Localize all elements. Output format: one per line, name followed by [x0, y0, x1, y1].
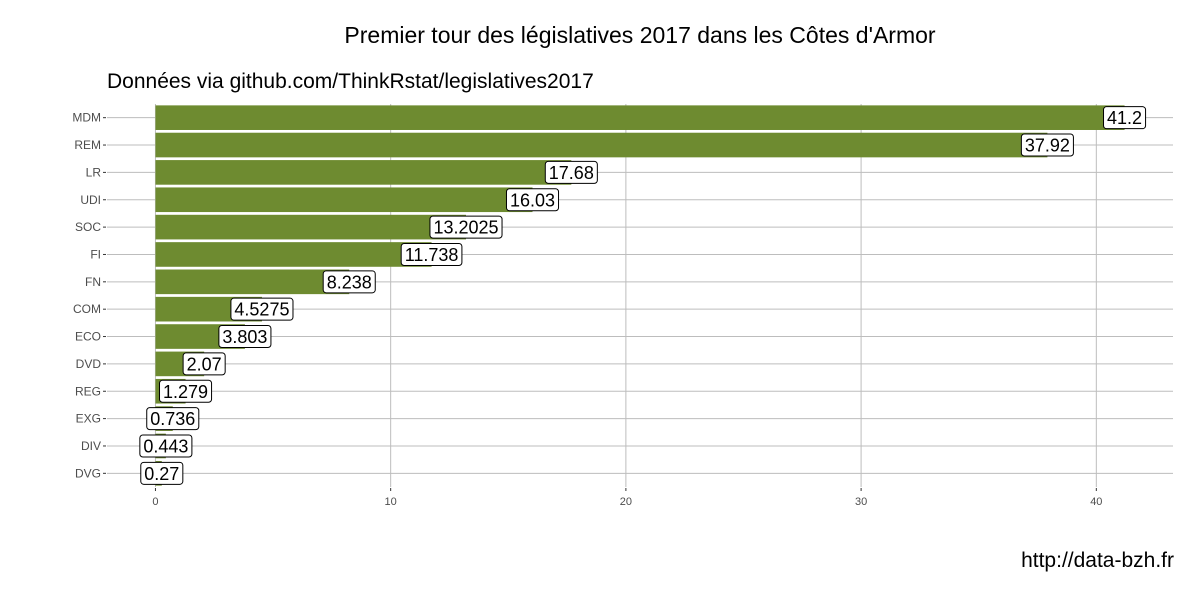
x-tick-label: 20 [620, 496, 632, 508]
category-axis: MDM REM LR UDI SOC FI FN COM ECO DVD REG EXG DIV DVG [72, 111, 106, 480]
data-label-group: 41.2 [1103, 106, 1147, 130]
x-tick-label: 30 [855, 496, 867, 508]
data-label: 2.07 [187, 354, 222, 374]
data-label-box [230, 297, 294, 321]
data-label-group: 16.03 [505, 188, 560, 212]
data-label-box [218, 325, 272, 349]
data-label: 1.279 [163, 382, 208, 402]
bar [155, 242, 432, 267]
data-label-box [322, 270, 376, 294]
data-label-box [139, 434, 193, 458]
data-labels: 41.2 37.92 17.68 16.03 13.2025 11.738 8.238 4.5… [139, 106, 1147, 485]
data-label-box [400, 242, 463, 266]
data-label-box [505, 188, 560, 212]
bar [155, 105, 1125, 130]
bar [155, 214, 466, 240]
data-label-group: 0.443 [139, 434, 193, 458]
data-label: 8.238 [327, 272, 372, 292]
category-label: ECO [75, 330, 101, 344]
data-label: 0.736 [150, 409, 195, 429]
data-label-group: 4.5275 [230, 297, 294, 321]
x-tick-label: 0 [152, 496, 158, 508]
x-axis: 0 10 20 30 40 [152, 488, 1102, 508]
data-label: 16.03 [510, 190, 555, 210]
category-label: REM [74, 138, 101, 152]
category-label: FI [90, 247, 101, 261]
data-label: 17.68 [549, 163, 594, 183]
data-label: 37.92 [1025, 136, 1070, 156]
data-label-group: 0.27 [140, 461, 184, 485]
data-label: 0.27 [144, 464, 179, 484]
bar [155, 187, 533, 213]
x-tick-label: 40 [1090, 496, 1102, 508]
category-label: EXG [76, 412, 101, 426]
category-label: UDI [80, 193, 101, 207]
bar [155, 132, 1048, 158]
bars [155, 105, 1125, 486]
data-label-box [429, 215, 503, 239]
category-label: REG [75, 384, 101, 398]
chart-caption: http://data-bzh.fr [1021, 549, 1174, 572]
data-label: 13.2025 [433, 218, 498, 238]
data-label-group: 11.738 [400, 242, 463, 266]
data-label-group: 37.92 [1020, 133, 1074, 157]
data-label-box [544, 160, 598, 184]
data-label: 3.803 [222, 327, 267, 347]
bar [155, 269, 350, 295]
data-label: 4.5275 [234, 300, 289, 320]
chart-subtitle: Données via github.com/ThinkRstat/legisl… [107, 70, 594, 93]
data-label-box [182, 352, 226, 376]
data-label-box [1020, 133, 1074, 157]
data-label: 0.443 [143, 436, 188, 456]
category-label: LR [86, 165, 102, 179]
category-label: SOC [75, 220, 101, 234]
category-label: DVG [75, 466, 101, 480]
data-label-box [146, 407, 200, 431]
data-label-box [140, 461, 184, 485]
data-label-box [1103, 106, 1147, 130]
data-label-group: 3.803 [218, 325, 272, 349]
data-label-group: 2.07 [182, 352, 226, 376]
category-label: DIV [81, 439, 101, 453]
data-label-group: 17.68 [544, 160, 598, 184]
category-label: COM [73, 302, 101, 316]
data-label: 11.738 [405, 245, 459, 265]
category-label: DVD [76, 357, 102, 371]
chart-title: Premier tour des législatives 2017 dans … [344, 22, 936, 48]
data-label-group: 8.238 [322, 270, 376, 294]
data-label-group: 13.2025 [429, 215, 503, 239]
data-label-box [159, 379, 213, 403]
category-label: MDM [72, 111, 101, 125]
data-label-group: 1.279 [159, 379, 213, 403]
data-label: 41.2 [1107, 108, 1142, 128]
x-tick-label: 10 [385, 496, 397, 508]
bar [155, 160, 572, 185]
category-label: FN [85, 275, 101, 289]
data-label-group: 0.736 [146, 407, 200, 431]
